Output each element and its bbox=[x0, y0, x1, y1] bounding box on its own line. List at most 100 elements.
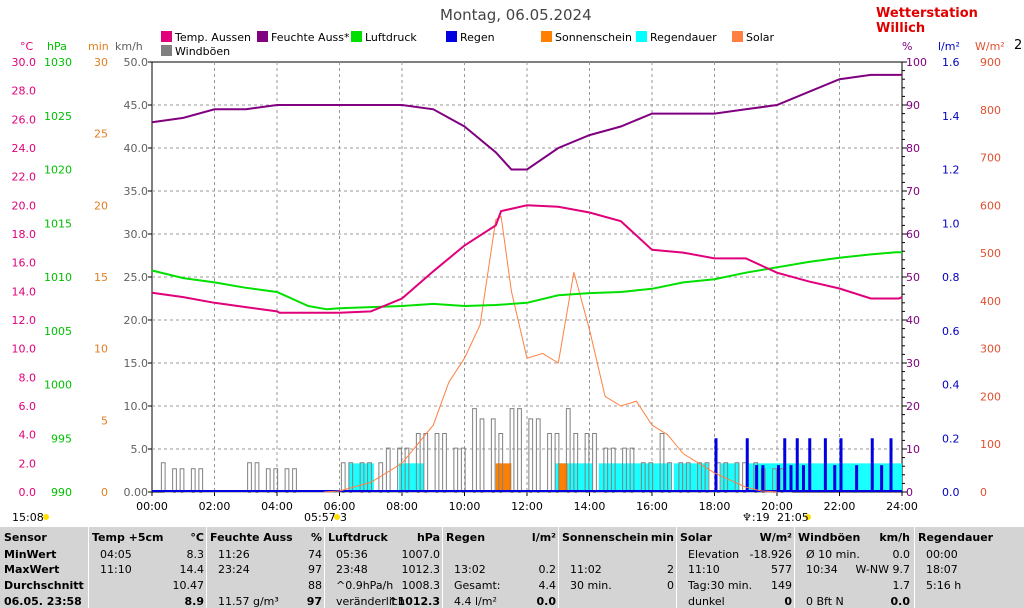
time-tick: 10:00 bbox=[449, 500, 481, 513]
wind-tick: 25.0 bbox=[124, 271, 149, 284]
temp-tick: 4.0 bbox=[19, 429, 37, 442]
table-cell-value: ↑1012.3 bbox=[388, 595, 440, 608]
table-cell-value: 577 bbox=[771, 563, 792, 576]
wind-tick: 10.0 bbox=[124, 400, 149, 413]
legend-item: Luftdruck bbox=[351, 31, 417, 44]
rain-tick: 0.2 bbox=[942, 432, 960, 445]
time-tick: 04:00 bbox=[261, 500, 293, 513]
legend-item: Solar bbox=[732, 31, 774, 44]
percent-unit: % bbox=[902, 40, 913, 53]
time-tick: 24:00 bbox=[886, 500, 918, 513]
time-tick: 20:00 bbox=[761, 500, 793, 513]
table-separator bbox=[794, 527, 795, 608]
marker-2-label: ♆:19 bbox=[742, 511, 770, 524]
table-cell-value: 97 bbox=[308, 563, 322, 576]
table-cell-label: 04:05 bbox=[100, 548, 132, 561]
temp-line bbox=[151, 204, 903, 314]
table-cell-label: 0 Bft N bbox=[806, 595, 844, 608]
legend-label: Temp. Aussen bbox=[175, 31, 252, 44]
table-cell-label: veränderlich bbox=[336, 595, 405, 608]
legend-swatch bbox=[732, 31, 743, 42]
temp-tick: 12.0 bbox=[12, 314, 37, 327]
temp-tick: 10.0 bbox=[12, 343, 37, 356]
time-tick: 16:00 bbox=[636, 500, 668, 513]
percent-tick: 60 bbox=[906, 228, 920, 241]
solar-tick: 300 bbox=[980, 343, 1001, 356]
table-separator bbox=[558, 527, 559, 608]
temp-tick: 8.0 bbox=[19, 371, 37, 384]
legend-label: Luftdruck bbox=[365, 31, 417, 44]
table-unit: l/m² bbox=[531, 531, 556, 544]
percent-tick: 20 bbox=[906, 400, 920, 413]
table-cell-label: 11:26 bbox=[218, 548, 250, 561]
temp-tick: 24.0 bbox=[12, 142, 37, 155]
table-cell-label: 23:24 bbox=[218, 563, 250, 576]
pressure-tick: 1010 bbox=[44, 271, 72, 284]
table-cell-value: 10.47 bbox=[172, 579, 205, 592]
table-header: Luftdruck bbox=[328, 531, 388, 544]
legend-label: Windböen bbox=[175, 45, 231, 58]
table-cell-value: 97 bbox=[306, 595, 322, 608]
percent-tick: 70 bbox=[906, 185, 920, 198]
table-cell-value: 0.0 bbox=[536, 595, 557, 608]
table-cell-label: Ø 10 min. bbox=[806, 548, 860, 561]
table-header: Windböen bbox=[798, 531, 861, 544]
table-cell-label: 00:00 bbox=[926, 548, 958, 561]
temp-tick: 28.0 bbox=[12, 85, 37, 98]
legend-item: Temp. Aussen bbox=[161, 31, 251, 44]
wind-tick: 0.00 bbox=[124, 486, 149, 499]
wind-tick: 40.0 bbox=[124, 142, 149, 155]
legend-label: Regen bbox=[460, 31, 495, 44]
page-title: Montag, 06.05.2024 bbox=[440, 6, 592, 24]
temp-tick: 26.0 bbox=[12, 113, 37, 126]
time-tick: 22:00 bbox=[824, 500, 856, 513]
table-cell-value: 1007.0 bbox=[401, 548, 441, 561]
rain-bar bbox=[802, 465, 805, 492]
solar-tick: 0 bbox=[980, 486, 987, 499]
pressure-tick: 1020 bbox=[44, 164, 72, 177]
humidity-line bbox=[151, 73, 902, 171]
legend-swatch bbox=[541, 31, 552, 42]
table-cell-label: 05:36 bbox=[336, 548, 368, 561]
table-header: Feuchte Auss bbox=[210, 531, 293, 544]
legend-item: Sonnenschein bbox=[541, 31, 632, 44]
legend-item: Regen bbox=[446, 31, 495, 44]
rain-tick: 0.0 bbox=[942, 486, 960, 499]
rain-bar bbox=[789, 465, 793, 492]
sunshine-bar bbox=[558, 463, 568, 492]
time-tick: 12:00 bbox=[511, 500, 543, 513]
legend-item: Regendauer bbox=[636, 31, 717, 44]
wind-tick: 45.0 bbox=[124, 99, 149, 112]
rain-bar bbox=[855, 465, 859, 492]
rain-tick: 0.6 bbox=[942, 325, 960, 338]
table-cell-value: 0.0 bbox=[892, 548, 911, 561]
table-unit: hPa bbox=[416, 531, 440, 544]
pressure-unit: hPa bbox=[47, 40, 67, 53]
stats-table: Sensor MinWert MaxWert Durchschnitt 06.05. 2… bbox=[0, 527, 1024, 608]
table-cell-value: -18.926 bbox=[749, 548, 792, 561]
pressure-tick: 1015 bbox=[44, 217, 72, 230]
table-cell-value: 14.4 bbox=[179, 563, 205, 576]
table-cell-label: 13:02 bbox=[454, 563, 486, 576]
table-cell-label: 23:48 bbox=[336, 563, 368, 576]
rain-bar bbox=[889, 438, 893, 492]
legend-label: Regendauer bbox=[650, 31, 717, 44]
rain-unit: l/m² bbox=[938, 40, 960, 53]
solar-tick: 400 bbox=[980, 295, 1001, 308]
temp-tick: 2.0 bbox=[19, 457, 37, 470]
table-unit: min bbox=[650, 531, 674, 544]
percent-tick: 80 bbox=[906, 142, 920, 155]
legend-label: Sonnenschein bbox=[555, 31, 632, 44]
table-cell-value: 88 bbox=[308, 579, 322, 592]
minutes-tick: 30 bbox=[94, 56, 108, 69]
table-row-label: Durchschnitt bbox=[4, 579, 84, 592]
table-cell-label: 10:34 bbox=[806, 563, 838, 576]
table-row-label: 06.05. 23:58 bbox=[4, 595, 82, 608]
legend-swatch bbox=[161, 45, 172, 56]
time-tick: 02:00 bbox=[199, 500, 231, 513]
table-cell-label: 11.57 g/m³ bbox=[218, 595, 279, 608]
legend-label: Solar bbox=[746, 31, 775, 44]
minutes-tick: 15 bbox=[94, 271, 108, 284]
table-cell-label: 11:02 bbox=[570, 563, 602, 576]
legend-item: Windböen bbox=[161, 45, 230, 58]
